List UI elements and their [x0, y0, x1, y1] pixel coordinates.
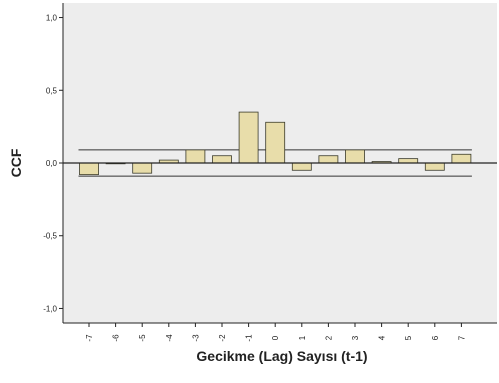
- x-axis-label: Gecikme (Lag) Sayısı (t-1): [196, 348, 367, 364]
- ccf-bar: [424, 162, 445, 171]
- ccf-bar: [212, 155, 232, 164]
- ccf-bar: [398, 158, 419, 164]
- x-tick-label: 3: [351, 335, 360, 340]
- x-tick-label: 7: [457, 335, 466, 340]
- y-axis-label: CCF: [8, 148, 24, 177]
- ccf-bar: [238, 111, 259, 164]
- y-tick-label: -0,5: [43, 232, 57, 241]
- ccf-bar: [265, 121, 286, 164]
- x-tick-label: 4: [378, 335, 387, 340]
- ccf-bar: [345, 149, 365, 164]
- ccf-bar: [291, 162, 312, 171]
- x-tick-label: -1: [245, 334, 254, 342]
- x-tick-label: -7: [85, 334, 94, 342]
- ccf-bar: [185, 149, 206, 164]
- x-tick-label: 6: [431, 335, 440, 340]
- ccf-bar: [79, 162, 99, 176]
- ccf-bar: [451, 153, 472, 164]
- y-tick-label: 0,0: [46, 159, 58, 168]
- y-tick-label: 0,5: [46, 86, 58, 95]
- x-tick-label: -6: [112, 334, 121, 342]
- x-tick-label: 1: [298, 335, 307, 340]
- ccf-bar: [318, 155, 339, 164]
- x-tick-label: -2: [218, 334, 227, 342]
- y-tick-label: -1,0: [43, 304, 57, 313]
- x-tick-label: -3: [191, 334, 200, 342]
- x-tick-label: 0: [271, 335, 280, 340]
- x-tick-label: -5: [138, 334, 147, 342]
- x-tick-label: 2: [324, 335, 333, 340]
- x-tick-label: 5: [404, 335, 413, 340]
- y-tick-label: 1,0: [46, 14, 58, 23]
- ccf-bar: [132, 162, 153, 174]
- x-tick-label: -4: [165, 334, 174, 342]
